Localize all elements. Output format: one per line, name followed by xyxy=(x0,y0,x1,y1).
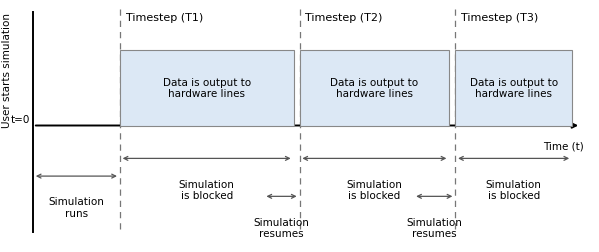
Text: Simulation
resumes: Simulation resumes xyxy=(253,217,310,238)
Bar xyxy=(300,50,449,126)
Bar xyxy=(455,50,572,126)
Text: Simulation
runs: Simulation runs xyxy=(49,197,104,218)
Text: Time (t): Time (t) xyxy=(543,141,584,151)
Text: Simulation
is blocked: Simulation is blocked xyxy=(179,179,235,200)
Text: Data is output to
hardware lines: Data is output to hardware lines xyxy=(162,77,251,99)
Text: Simulation
is blocked: Simulation is blocked xyxy=(346,179,403,200)
Text: Timestep (T2): Timestep (T2) xyxy=(305,13,383,23)
Text: Simulation
is blocked: Simulation is blocked xyxy=(486,179,541,200)
Text: t=0: t=0 xyxy=(11,115,30,125)
Text: User starts simulation: User starts simulation xyxy=(2,13,12,128)
Text: Simulation
resumes: Simulation resumes xyxy=(406,217,462,238)
Bar xyxy=(120,50,294,126)
Text: Timestep (T3): Timestep (T3) xyxy=(461,13,539,23)
Text: Data is output to
hardware lines: Data is output to hardware lines xyxy=(470,77,558,99)
Text: Timestep (T1): Timestep (T1) xyxy=(126,13,203,23)
Text: Data is output to
hardware lines: Data is output to hardware lines xyxy=(330,77,419,99)
